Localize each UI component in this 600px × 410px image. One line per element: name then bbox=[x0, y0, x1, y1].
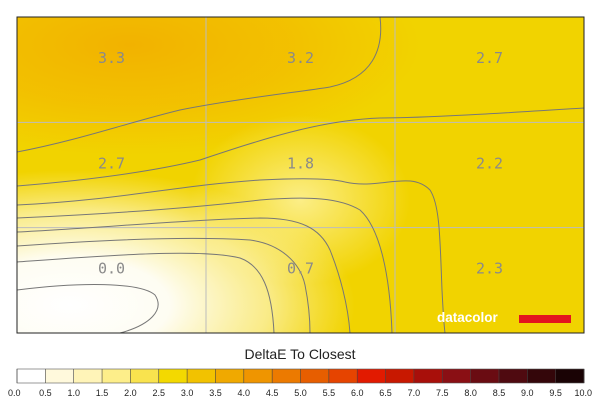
colorbar-tick-label: 1.5 bbox=[96, 388, 109, 398]
colorbar-swatch bbox=[130, 369, 160, 383]
cell-value-label: 2.7 bbox=[476, 49, 503, 67]
colorbar-tick-label: 7.0 bbox=[408, 388, 421, 398]
colorbar-tick-label: 5.0 bbox=[294, 388, 307, 398]
colorbar-swatch bbox=[555, 369, 585, 383]
datacolor-watermark: datacolor bbox=[437, 310, 571, 325]
cell-value-label: 0.7 bbox=[287, 260, 314, 278]
cell-labels: 3.3 3.2 2.7 2.7 1.8 2.2 0.0 0.7 2.3 bbox=[98, 49, 503, 278]
colorbar-tick-label: 9.5 bbox=[549, 388, 562, 398]
colorbar-tick-label: 10.0 bbox=[574, 388, 592, 398]
colorbar-swatch bbox=[385, 369, 415, 383]
contour-line bbox=[17, 17, 382, 153]
cell-value-label: 0.0 bbox=[98, 260, 125, 278]
colorbar-tick-label: 8.5 bbox=[493, 388, 506, 398]
colorbar-tick-label: 0.0 bbox=[8, 388, 21, 398]
contour-line bbox=[17, 237, 311, 333]
colorbar-tick-label: 6.0 bbox=[351, 388, 364, 398]
colorbar-ticks: 0.0 0.5 1.0 1.5 2.0 2.5 3.0 3.5 4.0 4.5 5.0 5.5 6.0 6… bbox=[8, 369, 592, 398]
cell-value-label: 1.8 bbox=[287, 154, 314, 172]
colorbar-tick-label: 3.5 bbox=[209, 388, 222, 398]
colorbar-swatch bbox=[215, 369, 245, 383]
colorbar-swatch bbox=[498, 369, 528, 383]
colorbar-swatch bbox=[45, 369, 75, 383]
low-deltae-shading bbox=[17, 17, 584, 333]
colorbar-tick-label: 3.0 bbox=[181, 388, 194, 398]
contour-line bbox=[17, 252, 275, 333]
colorbar-swatch bbox=[17, 369, 46, 383]
colorbar-tick-label: 5.5 bbox=[323, 388, 336, 398]
contour-line bbox=[17, 178, 346, 206]
colorbar-swatch bbox=[187, 369, 216, 383]
contour-line bbox=[344, 180, 446, 333]
colorbar-swatch bbox=[527, 369, 557, 383]
colorbar-tick-label: 4.5 bbox=[266, 388, 279, 398]
colorbar-swatch bbox=[442, 369, 471, 383]
colorbar-tick-label: 6.5 bbox=[379, 388, 392, 398]
watermark-brand-bar bbox=[519, 315, 571, 323]
contour-line bbox=[17, 107, 584, 187]
colorbar-tick-label: 2.5 bbox=[152, 388, 165, 398]
colorbar-swatch bbox=[470, 369, 500, 383]
colorbar-tick-label: 1.0 bbox=[67, 388, 80, 398]
colorbar-tick-label: 7.5 bbox=[436, 388, 449, 398]
contour-lines bbox=[17, 17, 584, 333]
colorbar-tick-label: 8.0 bbox=[464, 388, 477, 398]
colorbar-tick-label: 0.5 bbox=[39, 388, 52, 398]
colorbar-tick-label: 9.0 bbox=[521, 388, 534, 398]
colorbar-swatch bbox=[357, 369, 386, 383]
cell-value-label: 3.2 bbox=[287, 49, 314, 67]
contour-line bbox=[17, 284, 159, 333]
colorbar-swatch bbox=[73, 369, 103, 383]
plot-border bbox=[16, 16, 585, 334]
colorbar-swatch bbox=[300, 369, 330, 383]
cell-value-label: 2.3 bbox=[476, 260, 503, 278]
plot-area: 3.3 3.2 2.7 2.7 1.8 2.2 0.0 0.7 2.3 datacolor bbox=[17, 17, 584, 333]
colorbar-swatch bbox=[243, 369, 273, 383]
cell-value-label: 2.2 bbox=[476, 154, 503, 172]
contour-line bbox=[17, 197, 393, 333]
contour-line bbox=[17, 217, 351, 333]
watermark-text: datacolor bbox=[437, 310, 499, 325]
colorbar-swatch bbox=[272, 369, 301, 383]
gridlines bbox=[17, 17, 584, 333]
legend-title: DeltaE To Closest bbox=[244, 346, 355, 362]
colorbar-swatch bbox=[102, 369, 131, 383]
cell-value-label: 2.7 bbox=[98, 154, 125, 172]
cell-value-label: 3.3 bbox=[98, 49, 125, 67]
colorbar-swatch bbox=[413, 369, 443, 383]
colorbar-swatch bbox=[328, 369, 358, 383]
colorbar-tick-label: 4.0 bbox=[238, 388, 251, 398]
colorbar-swatch bbox=[158, 369, 188, 383]
colorbar-tick-label: 2.0 bbox=[124, 388, 137, 398]
